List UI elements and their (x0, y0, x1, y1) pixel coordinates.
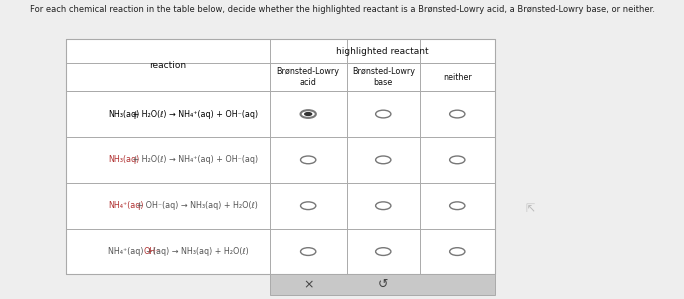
Bar (66, 39, 495, 274)
Bar (269, 274, 495, 295)
Text: neither: neither (443, 72, 472, 82)
Text: reaction: reaction (149, 61, 186, 70)
Text: NH₃(aq): NH₃(aq) (108, 109, 139, 118)
Text: ↺: ↺ (378, 278, 389, 292)
Text: OH⁻: OH⁻ (144, 247, 160, 256)
Text: + H₂O(ℓ) → NH₄⁺(aq) + OH⁻(aq): + H₂O(ℓ) → NH₄⁺(aq) + OH⁻(aq) (131, 109, 259, 118)
Text: highlighted reactant: highlighted reactant (336, 47, 428, 56)
Text: ⇱: ⇱ (525, 204, 535, 214)
Text: + OH⁻(aq) → NH₃(aq) + H₂O(ℓ): + OH⁻(aq) → NH₃(aq) + H₂O(ℓ) (134, 201, 258, 210)
Text: (aq) → NH₃(aq) + H₂O(ℓ): (aq) → NH₃(aq) + H₂O(ℓ) (153, 247, 249, 256)
Text: NH₃(aq): NH₃(aq) (108, 155, 139, 164)
Text: Brønsted-Lowry
acid: Brønsted-Lowry acid (276, 67, 340, 87)
Text: + H₂O(ℓ) → NH₄⁺(aq) + OH⁻(aq): + H₂O(ℓ) → NH₄⁺(aq) + OH⁻(aq) (131, 155, 259, 164)
Text: ×: × (303, 278, 313, 292)
Text: NH₄⁺(aq) +: NH₄⁺(aq) + (108, 247, 155, 256)
Text: For each chemical reaction in the table below, decide whether the highlighted re: For each chemical reaction in the table … (29, 5, 655, 14)
Circle shape (304, 112, 313, 116)
Text: NH₄⁺(aq): NH₄⁺(aq) (108, 201, 144, 210)
Text: Brønsted-Lowry
base: Brønsted-Lowry base (352, 67, 415, 87)
